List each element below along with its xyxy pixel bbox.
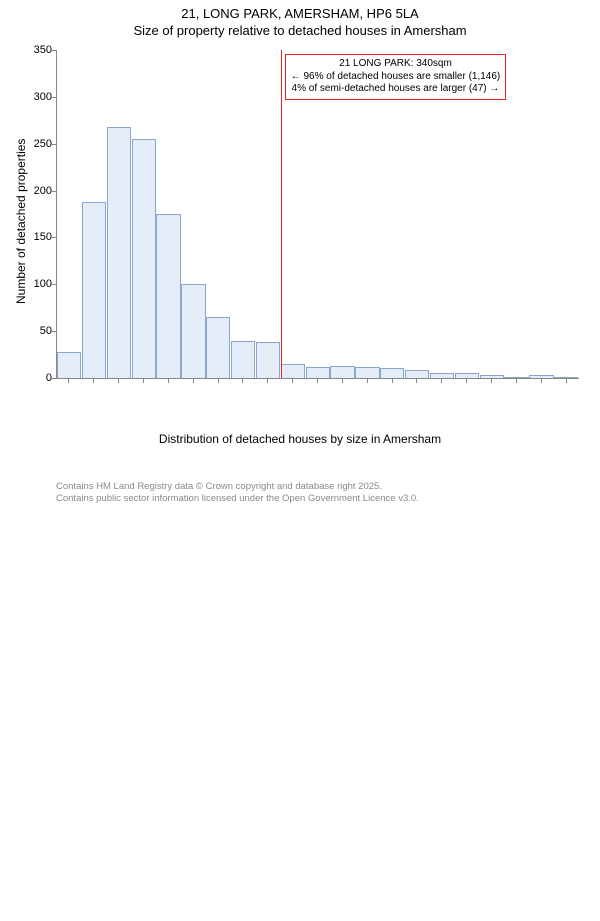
histogram-bar — [380, 368, 404, 378]
histogram-bar — [330, 366, 354, 378]
x-tick-mark — [218, 378, 219, 383]
x-tick-mark — [342, 378, 343, 383]
x-tick-mark — [466, 378, 467, 383]
histogram-bar — [405, 370, 429, 378]
attribution-line-1: Contains HM Land Registry data © Crown c… — [56, 481, 382, 492]
x-axis-label: Distribution of detached houses by size … — [0, 432, 600, 446]
x-tick-mark — [193, 378, 194, 383]
histogram-bar — [256, 342, 280, 378]
chart-container: Number of detached properties 0501001502… — [0, 46, 600, 466]
y-tick-label: 0 — [22, 372, 52, 384]
histogram-bar — [355, 367, 379, 378]
property-marker-line — [281, 50, 282, 378]
histogram-bar — [231, 341, 255, 378]
histogram-bar — [57, 352, 81, 378]
x-tick-mark — [491, 378, 492, 383]
plot-area: 21 LONG PARK: 340sqm ← 96% of detached h… — [56, 50, 579, 379]
y-tick-label: 300 — [22, 91, 52, 103]
x-tick-mark — [441, 378, 442, 383]
x-tick-mark — [68, 378, 69, 383]
annotation-line-2: ← 96% of detached houses are smaller (1,… — [291, 71, 501, 84]
attribution-text: Contains HM Land Registry data © Crown c… — [56, 481, 419, 504]
attribution-line-2: Contains public sector information licen… — [56, 493, 419, 504]
annotation-line-3: 4% of semi-detached houses are larger (4… — [291, 83, 501, 96]
histogram-bar — [281, 364, 305, 378]
x-tick-mark — [367, 378, 368, 383]
x-tick-mark — [416, 378, 417, 383]
y-tick-label: 350 — [22, 44, 52, 56]
annotation-line-1: 21 LONG PARK: 340sqm — [291, 58, 501, 71]
y-tick-label: 200 — [22, 185, 52, 197]
histogram-bar — [181, 284, 205, 378]
x-tick-mark — [566, 378, 567, 383]
y-tick-label: 100 — [22, 278, 52, 290]
y-tick-label: 50 — [22, 325, 52, 337]
title-line-1: 21, LONG PARK, AMERSHAM, HP6 5LA — [181, 6, 418, 21]
histogram-bar — [132, 139, 156, 378]
histogram-bar — [156, 214, 180, 378]
x-tick-mark — [93, 378, 94, 383]
histogram-bar — [82, 202, 106, 378]
x-tick-mark — [292, 378, 293, 383]
histogram-bar — [306, 367, 330, 378]
x-tick-mark — [541, 378, 542, 383]
y-tick-label: 250 — [22, 138, 52, 150]
x-tick-mark — [516, 378, 517, 383]
x-tick-mark — [267, 378, 268, 383]
histogram-bar — [107, 127, 131, 378]
histogram-bar — [206, 317, 230, 378]
title-line-2: Size of property relative to detached ho… — [133, 23, 466, 38]
x-tick-mark — [143, 378, 144, 383]
x-tick-mark — [118, 378, 119, 383]
annotation-box: 21 LONG PARK: 340sqm ← 96% of detached h… — [285, 54, 507, 100]
x-tick-mark — [242, 378, 243, 383]
x-tick-mark — [168, 378, 169, 383]
x-tick-mark — [317, 378, 318, 383]
chart-title: 21, LONG PARK, AMERSHAM, HP6 5LA Size of… — [0, 6, 600, 40]
x-tick-mark — [392, 378, 393, 383]
y-tick-label: 150 — [22, 231, 52, 243]
